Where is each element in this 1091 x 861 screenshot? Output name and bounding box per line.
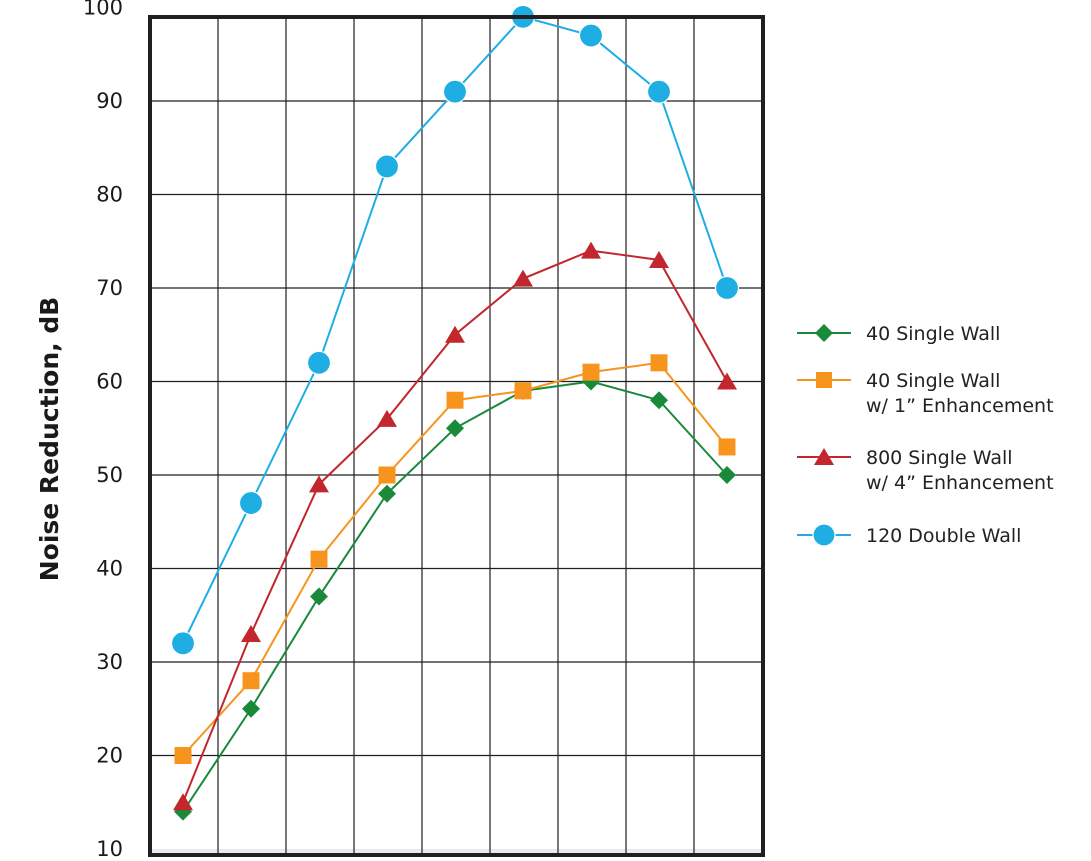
data-point bbox=[174, 747, 192, 764]
data-point bbox=[377, 409, 397, 427]
legend-label: 40 Single Wall bbox=[866, 370, 1000, 392]
data-point bbox=[714, 275, 740, 301]
grid bbox=[150, 17, 763, 855]
y-tick-label: 80 bbox=[96, 183, 123, 207]
series-4 bbox=[170, 4, 740, 656]
y-axis-title: Noise Reduction, dB bbox=[35, 297, 64, 582]
y-tick-label: 90 bbox=[96, 89, 123, 113]
data-point bbox=[173, 793, 193, 811]
data-point bbox=[581, 241, 601, 259]
legend-label: w/ 1” Enhancement bbox=[866, 395, 1054, 417]
series-3 bbox=[173, 241, 737, 811]
data-point bbox=[717, 372, 737, 390]
data-point bbox=[238, 490, 264, 516]
data-point bbox=[170, 631, 196, 656]
legend-item: 120 Double Wall bbox=[797, 523, 1021, 547]
data-point bbox=[650, 391, 668, 410]
y-axis-ticks: 10 20 30 40 50 60 70 80 90 100 bbox=[83, 0, 123, 861]
y-tick-label: 40 bbox=[96, 557, 123, 581]
y-tick-label: 60 bbox=[96, 370, 123, 394]
series-1 bbox=[174, 372, 736, 821]
data-point bbox=[718, 438, 736, 456]
data-point bbox=[442, 79, 468, 104]
y-tick-label: 100 bbox=[83, 0, 123, 20]
series-group bbox=[170, 4, 740, 821]
series-line bbox=[182, 380, 728, 813]
data-point bbox=[306, 350, 332, 375]
data-point bbox=[812, 523, 836, 547]
legend-label: w/ 4” Enhancement bbox=[866, 472, 1054, 494]
data-point bbox=[578, 23, 604, 48]
data-point bbox=[309, 475, 329, 493]
data-point bbox=[446, 419, 464, 438]
data-point bbox=[816, 372, 832, 388]
y-tick-label: 70 bbox=[96, 276, 123, 300]
data-point bbox=[814, 448, 834, 465]
y-tick-label: 30 bbox=[96, 650, 123, 674]
legend-item: 40 Single Wall w/ 1” Enhancement bbox=[797, 370, 1054, 417]
data-point bbox=[582, 363, 600, 381]
series-2 bbox=[174, 354, 736, 764]
data-point bbox=[649, 250, 669, 268]
data-point bbox=[242, 672, 260, 690]
data-point bbox=[815, 324, 833, 342]
data-point bbox=[310, 587, 328, 606]
data-point bbox=[374, 154, 400, 179]
legend-label: 120 Double Wall bbox=[866, 525, 1021, 547]
legend-item: 40 Single Wall bbox=[797, 323, 1000, 345]
bottom-band bbox=[150, 849, 763, 855]
data-point bbox=[650, 354, 668, 372]
legend-label: 800 Single Wall bbox=[866, 447, 1013, 469]
y-tick-label: 10 bbox=[96, 837, 123, 861]
data-point bbox=[378, 484, 396, 503]
data-point bbox=[241, 624, 261, 642]
data-point bbox=[446, 391, 464, 409]
legend-label: 40 Single Wall bbox=[866, 323, 1000, 345]
data-point bbox=[242, 699, 260, 718]
data-point bbox=[445, 325, 465, 343]
y-tick-label: 20 bbox=[96, 744, 123, 768]
legend: 40 Single Wall 40 Single Wall w/ 1” Enhanc… bbox=[797, 323, 1054, 547]
legend-item: 800 Single Wall w/ 4” Enhancement bbox=[797, 447, 1054, 494]
y-tick-label: 50 bbox=[96, 463, 123, 487]
plot-frame bbox=[148, 15, 765, 857]
data-point bbox=[646, 79, 672, 104]
data-point bbox=[514, 382, 532, 400]
data-point bbox=[378, 466, 396, 484]
data-point bbox=[718, 466, 736, 484]
data-point bbox=[310, 550, 328, 568]
data-point bbox=[513, 269, 533, 287]
